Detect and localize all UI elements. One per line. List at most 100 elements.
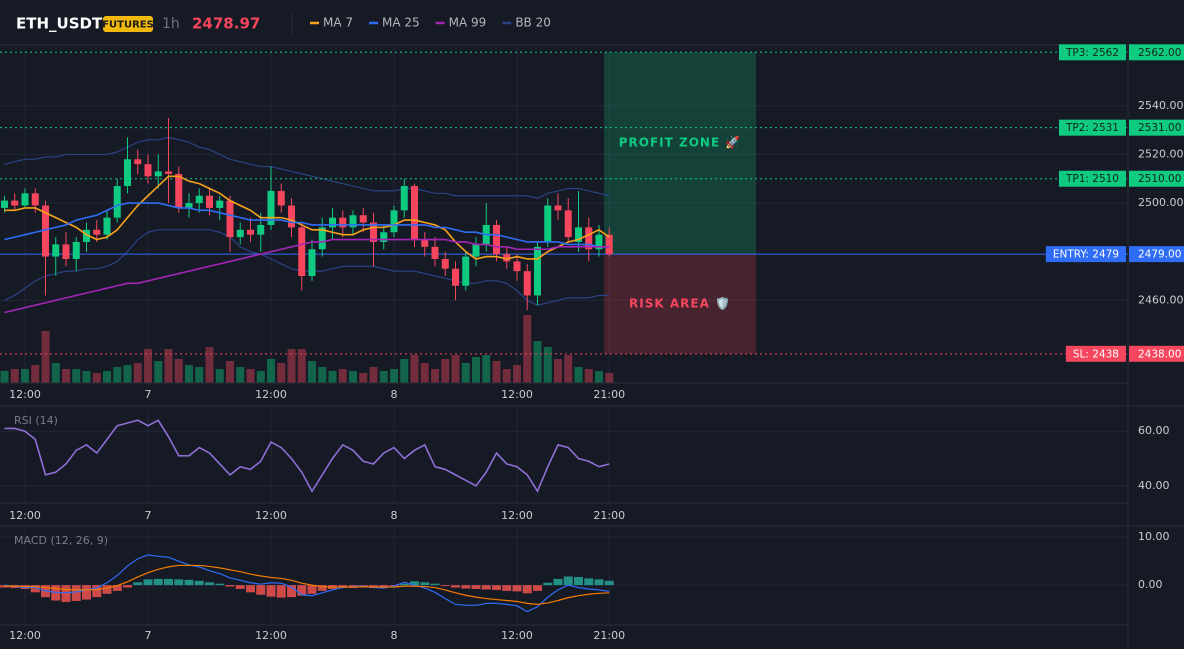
candle-body (421, 239, 429, 247)
volume-bar (349, 371, 357, 383)
candle-body (380, 232, 388, 242)
candle-body (62, 244, 70, 259)
candle-body (370, 222, 377, 242)
axis-tag: 2510.00 (1138, 173, 1181, 185)
x-tick-label: 12:00 (255, 388, 287, 401)
candle-body (247, 229, 254, 235)
histogram-bar (563, 576, 573, 586)
histogram-bar (174, 579, 184, 586)
histogram-bar (112, 585, 122, 591)
level-tag: ENTRY: 2479 (1053, 249, 1119, 261)
axis-tag-bg (1129, 44, 1184, 61)
volume-bar (554, 359, 562, 383)
candle-body (513, 261, 521, 272)
axis-tag-bg (1129, 246, 1184, 263)
histogram-bar (317, 585, 327, 591)
volume-bar (584, 369, 593, 383)
y-tick-label: 10.00 (1138, 530, 1170, 543)
level-tag-bg (1045, 246, 1126, 263)
candle-body (42, 205, 49, 257)
level-tag: TP1: 2510 (1065, 173, 1119, 185)
candle-body (544, 205, 552, 242)
candle-body (165, 171, 172, 174)
candle-body (134, 159, 142, 165)
candle-body (298, 227, 306, 277)
interval[interactable]: 1h (162, 16, 180, 32)
candle-body (103, 217, 111, 235)
candle-body (503, 254, 511, 262)
volume-bar (605, 373, 614, 383)
volume-bar (103, 371, 111, 383)
x-tick-label: 21:00 (593, 629, 625, 642)
x-tick-label: 7 (145, 388, 152, 401)
legend-label[interactable]: MA 25 (382, 16, 420, 30)
histogram-bar (338, 585, 348, 588)
volume-bar (543, 347, 552, 383)
candle-body (339, 217, 347, 228)
volume-bar (267, 359, 275, 383)
volume-bar (574, 367, 583, 383)
zone (604, 254, 756, 354)
histogram-bar (594, 579, 604, 586)
histogram-bar (153, 578, 163, 586)
candle-body (575, 227, 582, 242)
candle-body (11, 200, 19, 206)
symbol: ETH_USDT (16, 15, 103, 33)
histogram-bar (533, 585, 542, 591)
volume-bar (328, 371, 337, 383)
x-tick-label: 12:00 (255, 509, 287, 522)
y-tick-label: 60.00 (1138, 424, 1170, 437)
histogram-bar (399, 583, 409, 586)
level-tag: TP2: 2531 (1065, 122, 1119, 134)
macd-line (4, 564, 610, 605)
axis-tag: 2479.00 (1138, 249, 1181, 261)
x-tick-label: 12:00 (255, 629, 287, 642)
volume-bar (185, 365, 193, 383)
volume-bar (21, 369, 29, 383)
badge: FUTURES (102, 20, 154, 31)
x-tick-label: 12:00 (9, 509, 41, 522)
candle-body (154, 171, 162, 177)
volume-bar (113, 367, 122, 383)
x-tick-label: 12:00 (501, 509, 533, 522)
legend-label[interactable]: MA 99 (449, 16, 487, 30)
legend-label[interactable]: BB 20 (515, 16, 551, 30)
histogram-bar (379, 585, 389, 588)
volume-bar (123, 365, 132, 383)
volume-bar (297, 349, 306, 383)
last-price: 2478.97 (192, 15, 260, 33)
level-tag: TP3: 2562 (1065, 47, 1119, 59)
histogram-bar (584, 578, 594, 586)
bollinger-band (4, 229, 610, 306)
badge-bg (103, 16, 153, 32)
histogram-bar (71, 585, 81, 601)
volume-bar (72, 369, 81, 383)
candle-body (472, 244, 480, 257)
candle-body (534, 246, 541, 296)
volume-bar (226, 361, 234, 383)
x-tick-label: 12:00 (9, 388, 41, 401)
volume-bar (41, 331, 50, 383)
axis-tag-bg (1129, 345, 1184, 362)
axis-tag-bg (1129, 119, 1184, 136)
histogram-bar (471, 585, 481, 589)
candle-body (185, 203, 193, 208)
histogram-bar (205, 582, 214, 586)
volume-bar (51, 363, 60, 383)
histogram-bar (410, 581, 419, 586)
y-tick-label: 2540.00 (1138, 99, 1184, 112)
volume-bar (195, 367, 204, 383)
pane-title: MACD (12, 26, 9) (14, 534, 108, 547)
histogram-bar (246, 585, 255, 593)
volume-bar (287, 349, 296, 383)
histogram-bar (194, 580, 204, 586)
candle-body (124, 159, 131, 187)
candle-body (257, 224, 265, 235)
legend-label[interactable]: MA 7 (323, 16, 353, 30)
volume-bar (236, 367, 245, 383)
volume-bar (31, 365, 40, 383)
volume-bar (492, 361, 501, 383)
bollinger-band (4, 136, 610, 199)
x-tick-label: 8 (391, 509, 398, 522)
